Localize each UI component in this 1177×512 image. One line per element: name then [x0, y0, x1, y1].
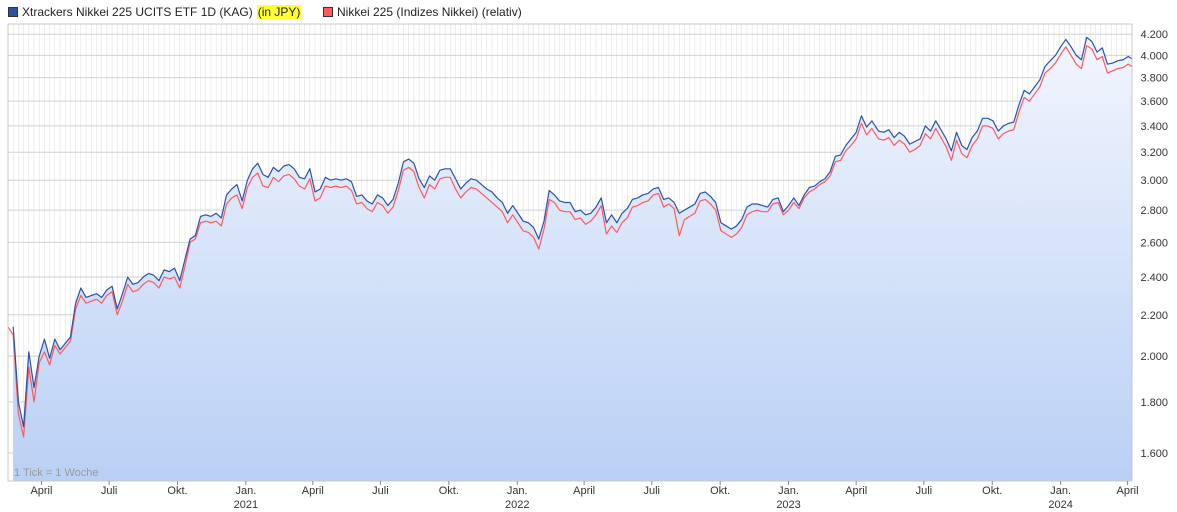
y-tick-label: 4.000: [1140, 50, 1168, 62]
tick-note: 1 Tick = 1 Woche: [14, 467, 98, 479]
x-tick-label: Okt.: [710, 485, 730, 497]
x-tick-label: Juli: [101, 485, 118, 497]
plot-frame: [7, 23, 1133, 482]
x-tick-year: 2023: [776, 499, 800, 511]
x-tick-label: April: [30, 485, 52, 497]
x-tick-label: Jan.: [778, 485, 799, 497]
series-line-index: [8, 45, 1132, 438]
y-tick-label: 2.800: [1140, 205, 1168, 217]
x-tick-year: 2022: [505, 499, 529, 511]
y-tick-label: 3.000: [1140, 175, 1168, 187]
x-tick-label: Okt.: [982, 485, 1002, 497]
y-tick-label: 2.000: [1140, 351, 1168, 363]
x-tick-year: 2021: [234, 499, 258, 511]
legend-swatch-etf: [8, 7, 18, 17]
x-tick-label: April: [302, 485, 324, 497]
y-tick-label: 2.600: [1140, 237, 1168, 249]
x-tick-label: Jan.: [1050, 485, 1071, 497]
chart-legend: Xtrackers Nikkei 225 UCITS ETF 1D (KAG) …: [0, 0, 1177, 24]
x-tick-label: April: [573, 485, 595, 497]
y-tick-label: 4.200: [1140, 29, 1168, 41]
currency-highlight: (in JPY): [256, 5, 302, 19]
y-tick-label: 3.400: [1140, 121, 1168, 133]
x-tick-label: Juli: [644, 485, 661, 497]
x-tick-year: 2024: [1048, 499, 1072, 511]
legend-item-index[interactable]: Nikkei 225 (Indizes Nikkei) (relativ): [323, 5, 522, 19]
y-tick-label: 2.400: [1140, 272, 1168, 284]
y-tick-label: 1.600: [1140, 448, 1168, 460]
x-tick-label: April: [1117, 485, 1139, 497]
y-tick-label: 3.600: [1140, 96, 1168, 108]
x-tick-label: Jan.: [235, 485, 256, 497]
etf-area-fill: [13, 37, 1132, 481]
x-tick-label: Okt.: [167, 485, 187, 497]
y-tick-label: 3.800: [1140, 73, 1168, 85]
x-tick-label: April: [845, 485, 867, 497]
y-tick-label: 2.200: [1140, 310, 1168, 322]
series-line-etf: [12, 36, 1132, 428]
legend-label-etf: Xtrackers Nikkei 225 UCITS ETF 1D (KAG): [22, 5, 253, 19]
x-tick-label: Juli: [372, 485, 389, 497]
y-tick-label: 1.800: [1140, 397, 1168, 409]
x-tick-label: Okt.: [439, 485, 459, 497]
legend-swatch-index: [323, 7, 333, 17]
y-tick-label: 3.200: [1140, 147, 1168, 159]
legend-item-etf[interactable]: Xtrackers Nikkei 225 UCITS ETF 1D (KAG) …: [8, 5, 302, 19]
x-tick-label: Juli: [916, 485, 933, 497]
legend-label-index: Nikkei 225 (Indizes Nikkei) (relativ): [337, 5, 522, 19]
x-tick-label: Jan.: [507, 485, 528, 497]
